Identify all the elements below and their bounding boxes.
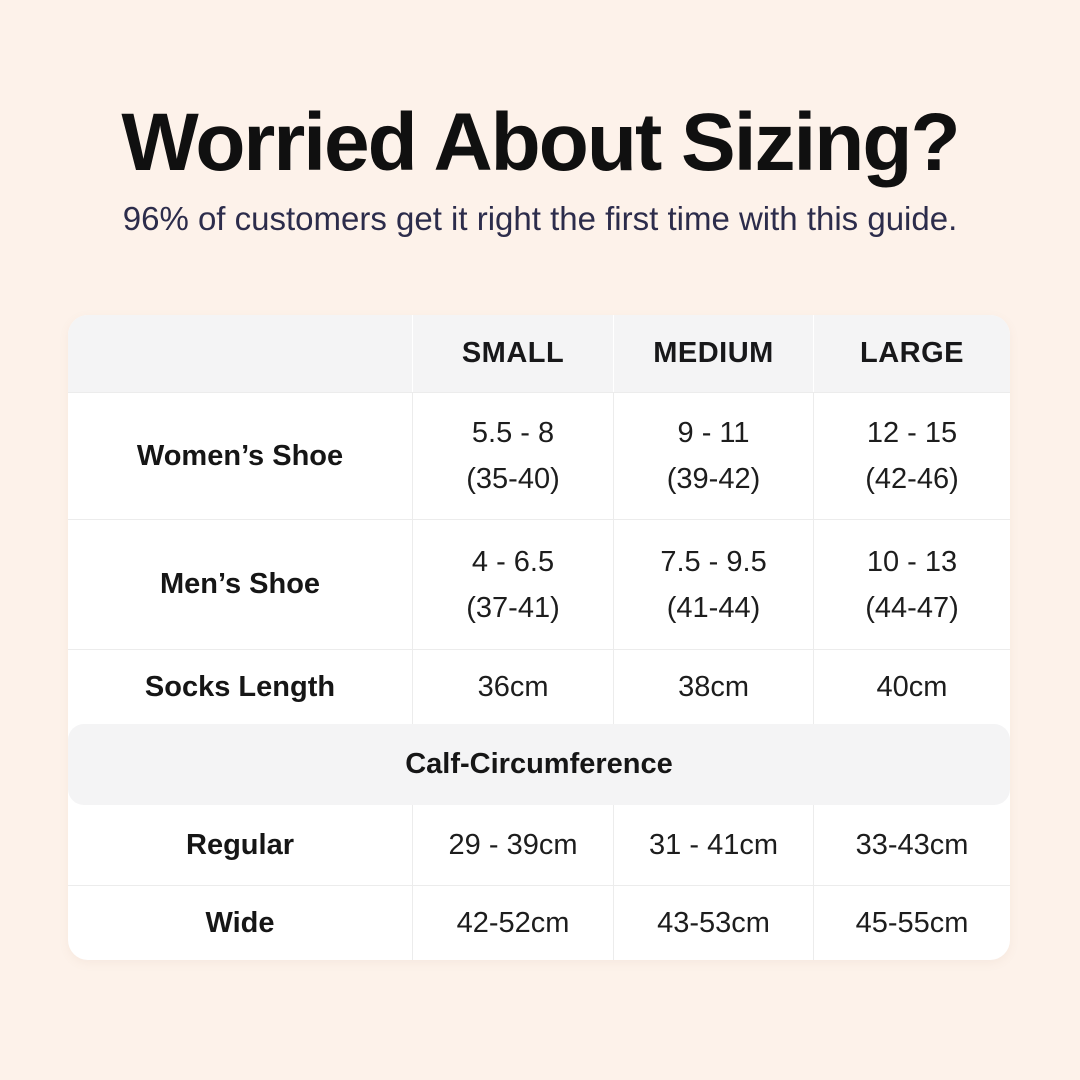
- row-label-mens-shoe: Men’s Shoe: [159, 568, 321, 600]
- cell-regular-small: 29 - 39cm: [412, 805, 613, 885]
- page-title: Worried About Sizing?: [121, 97, 960, 188]
- cell-value: 33-43cm: [855, 829, 969, 861]
- column-header-medium: MEDIUM: [613, 315, 813, 392]
- row-label-regular: Regular: [186, 828, 294, 861]
- cell-value: 4 - 6.5: [471, 545, 555, 578]
- column-header-small: SMALL: [412, 315, 613, 392]
- cell-regular-medium: 31 - 41cm: [613, 805, 813, 885]
- table-header-row: SMALL MEDIUM LARGE: [68, 315, 1010, 392]
- section-header-calf-circumference: Calf-Circumference: [68, 724, 1010, 805]
- table-row-wide: Wide 42-52cm 43-53cm 45-55cm: [68, 885, 1010, 960]
- column-header-large: LARGE: [813, 315, 1010, 392]
- cell-value: 31 - 41cm: [649, 829, 778, 861]
- cell-value: (42-46): [865, 463, 959, 495]
- cell-value: 12 - 15: [866, 417, 958, 449]
- cell-value: 42-52cm: [456, 907, 570, 939]
- row-label-socks-length: Socks Length: [144, 670, 336, 703]
- row-label-womens-shoe: Women’s Shoe: [136, 439, 344, 472]
- cell-wide-medium: 43-53cm: [613, 886, 813, 960]
- cell-value: 9 - 11: [677, 417, 750, 449]
- cell-wide-small: 42-52cm: [412, 886, 613, 960]
- corner-cell: [68, 315, 412, 392]
- cell-value: 29 - 39cm: [448, 829, 578, 861]
- cell-value: 43-53cm: [657, 907, 770, 939]
- cell-socks-small: 36cm: [412, 650, 613, 724]
- table-row-womens-shoe: Women’s Shoe 5.5 - 8 (35-40) 9 - 11 (39-…: [68, 392, 1010, 519]
- cell-value: 38cm: [678, 671, 749, 703]
- cell-mens-large: 10 - 13 (44-47): [813, 520, 1010, 649]
- cell-value: 36cm: [477, 671, 549, 703]
- page-subtitle: 96% of customers get it right the first …: [122, 200, 958, 238]
- cell-mens-medium: 7.5 - 9.5 (41-44): [613, 520, 813, 649]
- cell-value: (35-40): [466, 463, 560, 495]
- table-row-mens-shoe: Men’s Shoe 4 - 6.5 (37-41) 7.5 - 9.5 (41…: [68, 519, 1010, 649]
- cell-mens-small: 4 - 6.5 (37-41): [412, 520, 613, 649]
- row-label-wide: Wide: [205, 906, 275, 939]
- cell-value: 45-55cm: [855, 907, 969, 939]
- cell-regular-large: 33-43cm: [813, 805, 1010, 885]
- cell-value: 10 - 13: [866, 545, 958, 578]
- cell-womens-small: 5.5 - 8 (35-40): [412, 393, 613, 519]
- cell-value: 7.5 - 9.5: [660, 545, 767, 578]
- section-header-label: Calf-Circumference: [405, 748, 673, 780]
- cell-wide-large: 45-55cm: [813, 886, 1010, 960]
- cell-socks-medium: 38cm: [613, 650, 813, 724]
- table-row-regular: Regular 29 - 39cm 31 - 41cm 33-43cm: [68, 805, 1010, 885]
- table-row-socks-length: Socks Length 36cm 38cm 40cm: [68, 649, 1010, 724]
- section-header-row: Calf-Circumference: [68, 724, 1010, 805]
- size-guide-table: SMALL MEDIUM LARGE Women’s Shoe 5.5 - 8 …: [68, 315, 1010, 960]
- cell-value: 40cm: [876, 671, 948, 703]
- cell-value: (44-47): [865, 591, 959, 624]
- hero-section: Worried About Sizing? 96% of customers g…: [0, 96, 1080, 238]
- cell-socks-large: 40cm: [813, 650, 1010, 724]
- cell-value: (39-42): [666, 463, 761, 495]
- cell-womens-large: 12 - 15 (42-46): [813, 393, 1010, 519]
- cell-womens-medium: 9 - 11 (39-42): [613, 393, 813, 519]
- cell-value: (41-44): [666, 591, 761, 624]
- cell-value: 5.5 - 8: [471, 417, 555, 449]
- cell-value: (37-41): [466, 591, 560, 624]
